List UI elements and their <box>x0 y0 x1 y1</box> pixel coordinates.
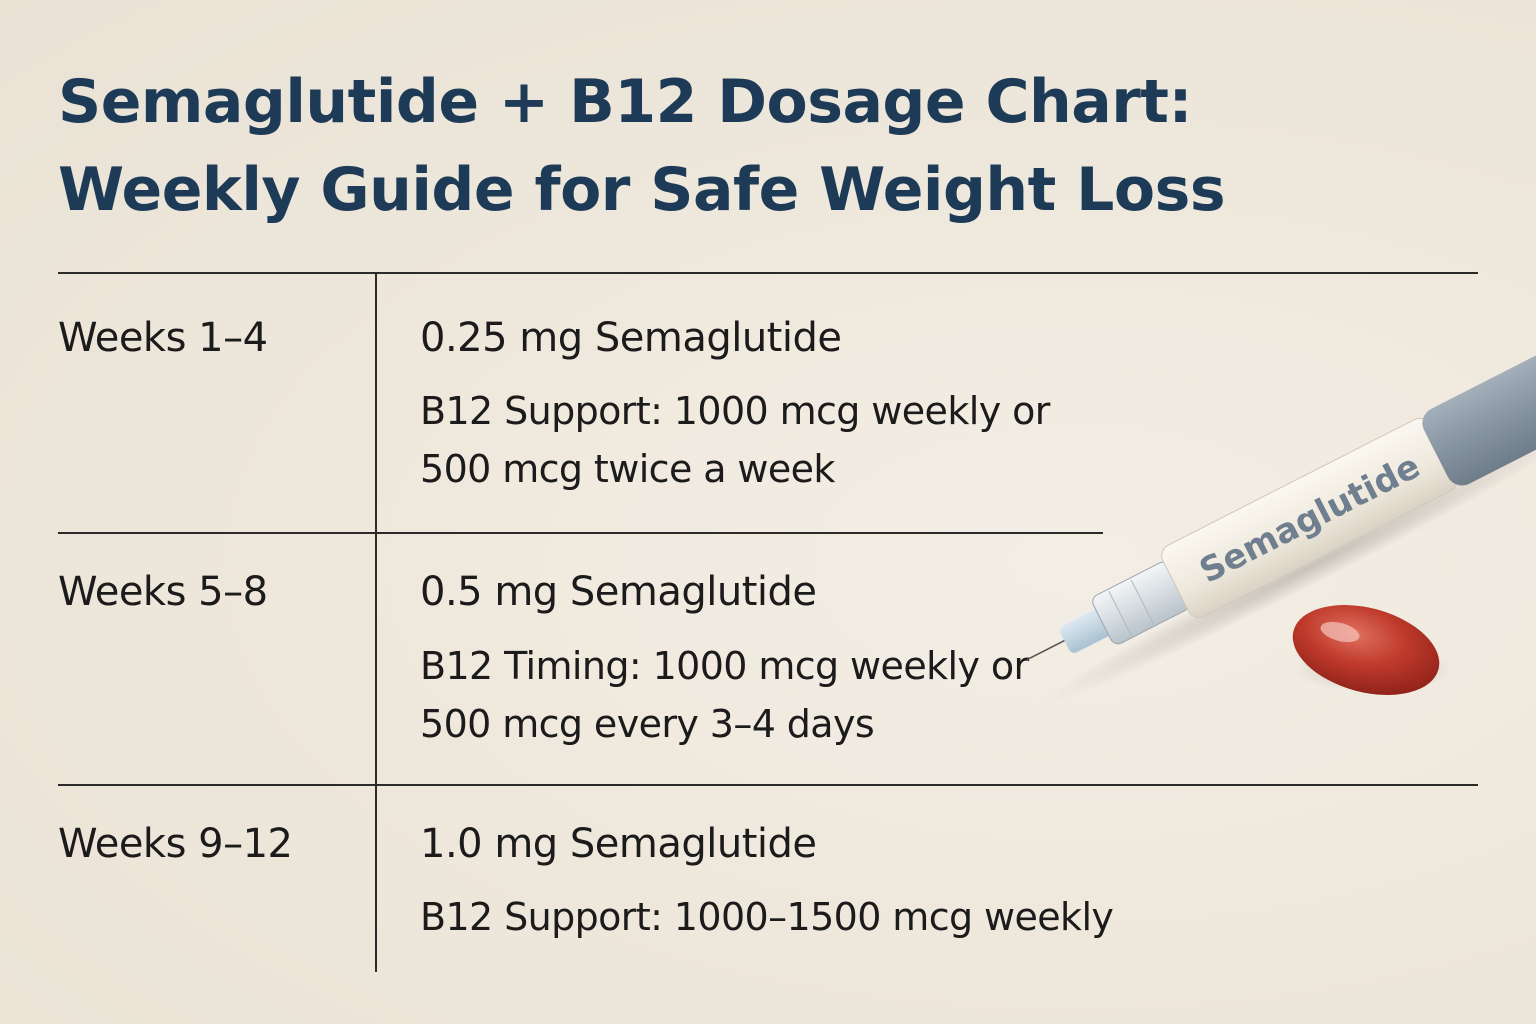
illustration: Semaglutide <box>1026 344 1536 705</box>
title-line-2: Weekly Guide for Safe Weight Loss <box>58 155 1226 225</box>
weeks-label: Weeks 1–4 <box>58 315 268 361</box>
weeks-label: Weeks 5–8 <box>58 569 268 615</box>
weeks-label: Weeks 9–12 <box>58 821 293 867</box>
row-divider-1 <box>58 532 1103 534</box>
column-divider <box>375 274 377 972</box>
injection-pen-icon: Semaglutide <box>1026 344 1536 705</box>
page-title: Semaglutide + B12 Dosage Chart: Weekly G… <box>58 58 1226 234</box>
semaglutide-dose: 0.5 mg Semaglutide <box>420 569 817 615</box>
b12-note-line: B12 Support: 1000–1500 mcg weekly <box>420 895 1114 939</box>
semaglutide-dose: 1.0 mg Semaglutide <box>420 821 817 867</box>
b12-note-line: B12 Support: 1000 mcg weekly or <box>420 389 1050 433</box>
b12-note-line: 500 mcg twice a week <box>420 447 835 491</box>
b12-note: B12 Support: 1000–1500 mcg weekly <box>420 888 1114 946</box>
capsule-icon <box>1292 605 1453 695</box>
row-divider-2 <box>58 784 1478 786</box>
b12-note-line: B12 Timing: 1000 mcg weekly or <box>420 644 1029 688</box>
semaglutide-dose: 0.25 mg Semaglutide <box>420 315 842 361</box>
b12-note-line: 500 mcg every 3–4 days <box>420 702 875 746</box>
table-top-rule <box>58 272 1478 274</box>
b12-note: B12 Timing: 1000 mcg weekly or 500 mcg e… <box>420 637 1029 753</box>
b12-note: B12 Support: 1000 mcg weekly or 500 mcg … <box>420 382 1050 498</box>
title-line-1: Semaglutide + B12 Dosage Chart: <box>58 67 1192 137</box>
